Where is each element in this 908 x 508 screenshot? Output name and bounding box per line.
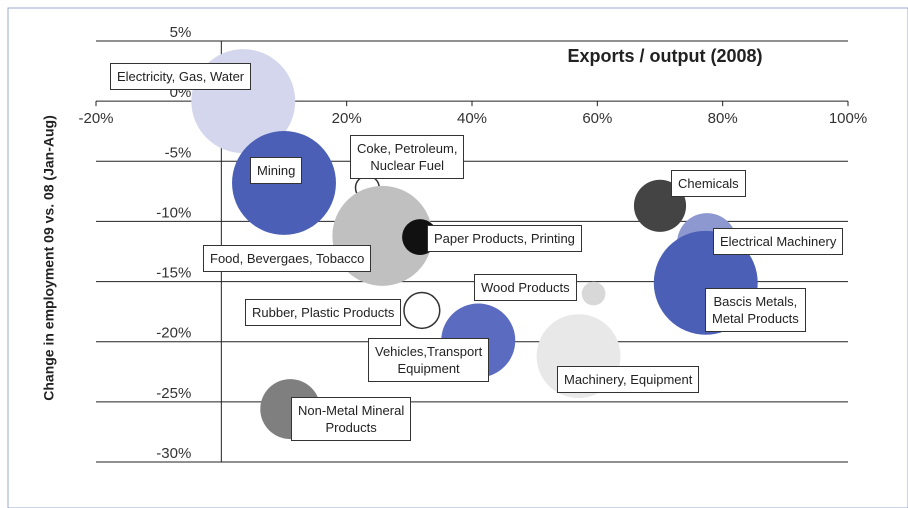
y-tick-label: -30% [156, 445, 191, 462]
bubble-label: Rubber, Plastic Products [245, 299, 402, 326]
x-tick-label: 80% [708, 110, 738, 127]
bubble-label: Coke, Petroleum, Nuclear Fuel [350, 135, 465, 179]
y-tick-label: -20% [156, 325, 191, 342]
y-tick-label: -5% [165, 144, 192, 161]
bubble-label: Machinery, Equipment [557, 366, 700, 393]
x-tick-label: -20% [78, 110, 113, 127]
x-tick-label: 60% [582, 110, 612, 127]
bubble-label: Non-Metal Mineral Products [291, 397, 412, 441]
bubble-label: Wood Products [474, 274, 577, 301]
y-tick-label: -25% [156, 385, 191, 402]
chart-title: Exports / output (2008) [567, 46, 762, 66]
bubble-label: Vehicles,Transport Equipment [368, 338, 490, 382]
bubble [581, 281, 606, 306]
y-tick-label: -10% [156, 204, 191, 221]
bubble-label: Food, Bevergaes, Tobacco [203, 245, 372, 272]
x-tick-label: 20% [332, 110, 362, 127]
bubble [403, 291, 441, 330]
y-tick-label: -15% [156, 265, 191, 282]
bubble-label: Bascis Metals, Metal Products [705, 288, 806, 332]
bubble-label: Mining [250, 157, 303, 184]
bubble-label: Paper Products, Printing [427, 225, 582, 252]
y-axis-label: Change in employment 09 vs. 08 (Jan-Aug) [41, 115, 57, 401]
y-tick-label: 5% [170, 24, 192, 41]
frame [7, 7, 908, 508]
x-tick-label: 100% [829, 110, 867, 127]
bubble-label: Electrical Machinery [713, 228, 844, 255]
bubble-label: Electricity, Gas, Water [110, 63, 252, 90]
bubble-label: Chemicals [671, 170, 746, 197]
x-tick-label: 40% [457, 110, 487, 127]
